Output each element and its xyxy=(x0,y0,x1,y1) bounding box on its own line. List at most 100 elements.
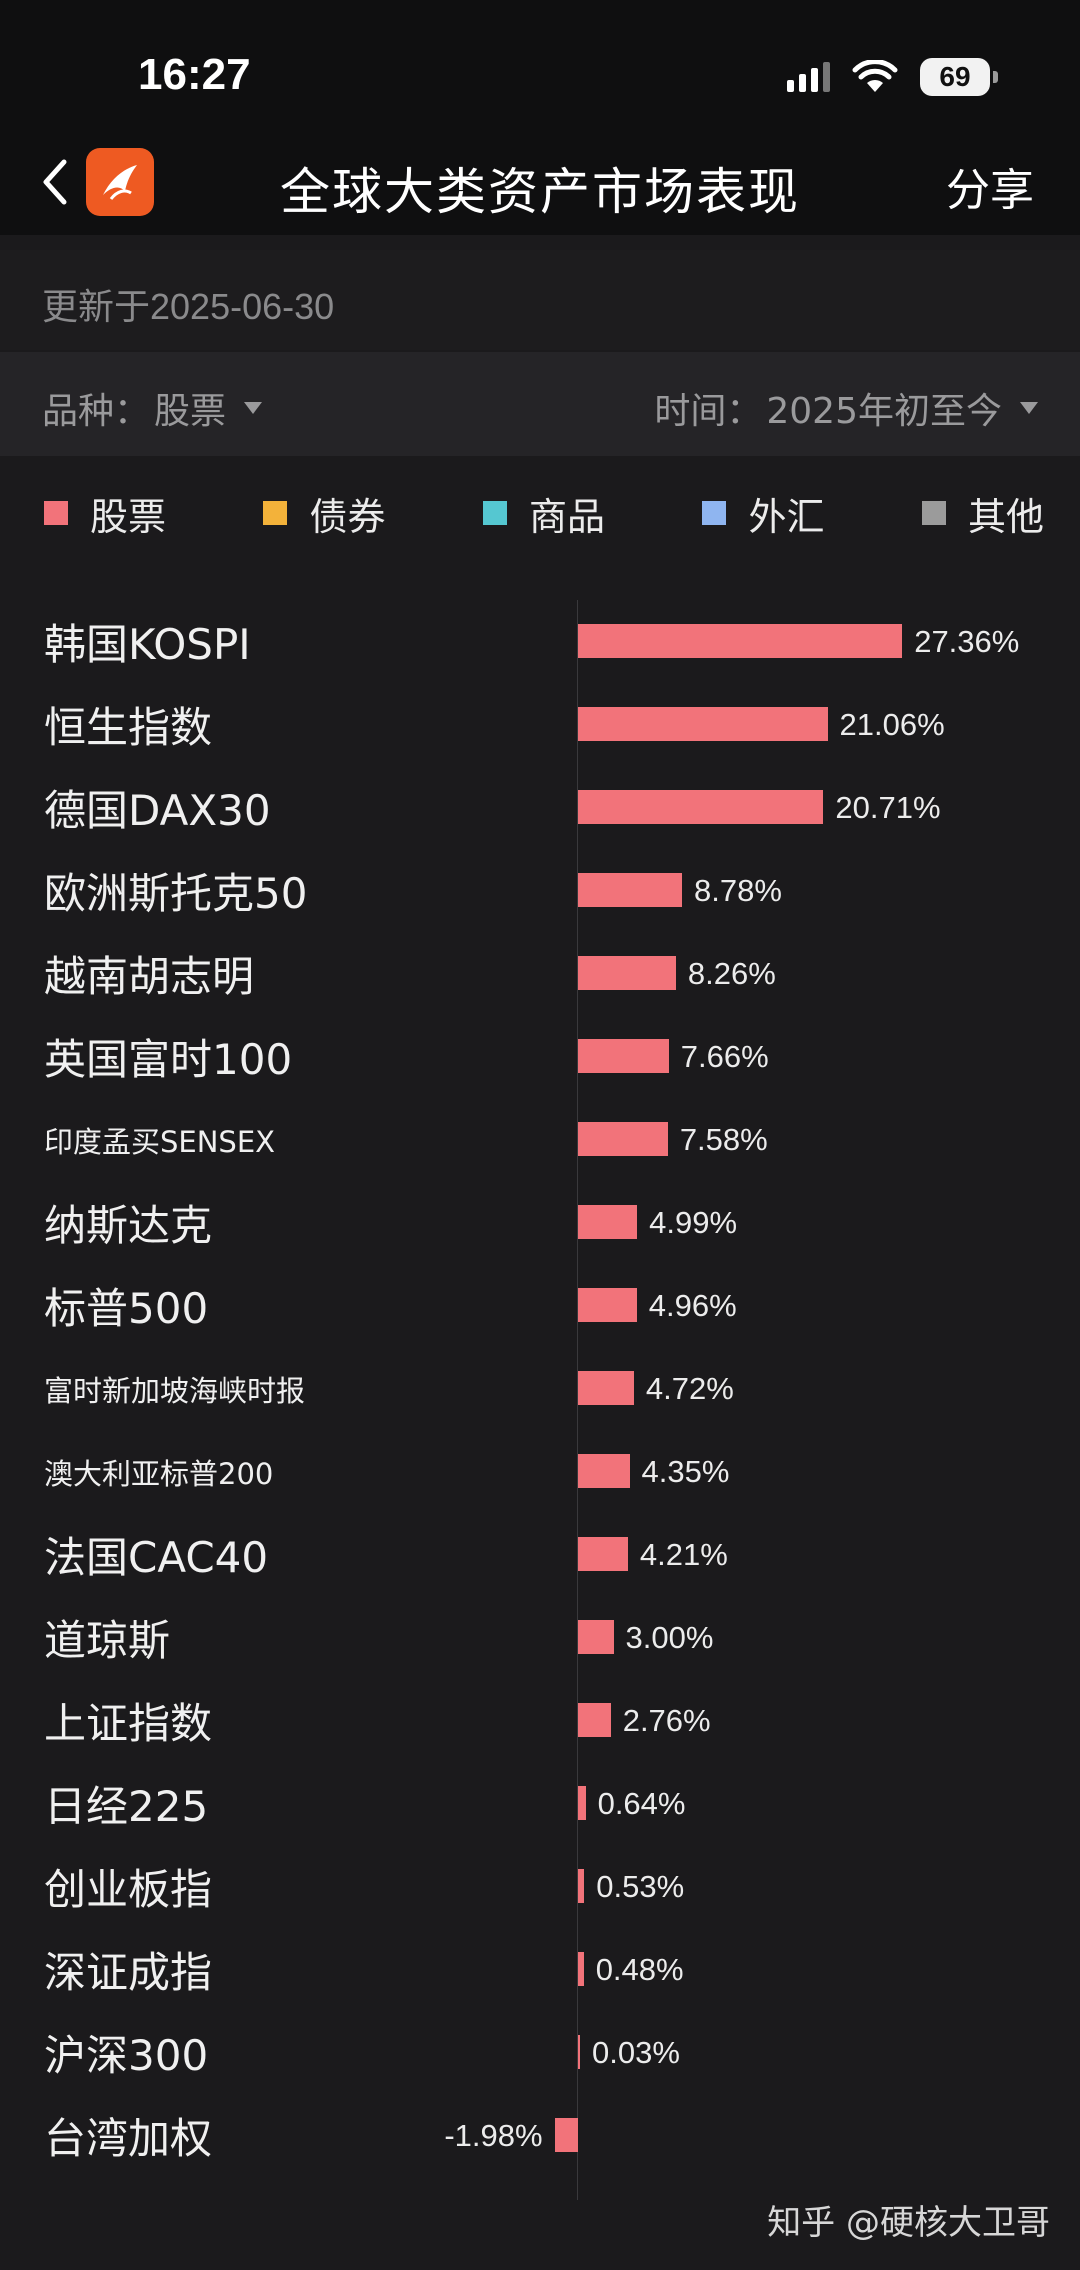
battery-icon: 69 xyxy=(920,58,990,96)
chart-row[interactable]: 印度孟买SENSEX 7.58% xyxy=(0,1098,1080,1181)
signal-icon xyxy=(787,62,830,92)
value-label: 8.26% xyxy=(688,932,776,1015)
bar xyxy=(578,1537,628,1571)
value-label: 4.99% xyxy=(649,1181,737,1264)
bar xyxy=(578,1039,669,1073)
update-date: 更新于2025-06-30 xyxy=(42,278,334,330)
bar xyxy=(578,790,823,824)
chart-row[interactable]: 台湾加权 -1.98% xyxy=(0,2094,1080,2177)
chart-row[interactable]: 深证成指 0.48% xyxy=(0,1928,1080,2011)
bar xyxy=(578,1703,611,1737)
value-label: -1.98% xyxy=(444,2094,542,2177)
category-label: 印度孟买SENSEX xyxy=(44,1098,275,1181)
variety-filter[interactable]: 品种： 股票 xyxy=(42,382,262,434)
legend-label: 股票 xyxy=(90,486,166,541)
bar xyxy=(578,1205,637,1239)
value-label: 4.72% xyxy=(646,1347,734,1430)
legend-label: 商品 xyxy=(529,486,605,541)
nav-bar: 全球大类资产市场表现 分享 xyxy=(0,130,1080,235)
category-label: 越南胡志明 xyxy=(44,932,254,1015)
value-label: 4.96% xyxy=(649,1264,737,1347)
value-label: 0.48% xyxy=(596,1928,684,2011)
time-label: 时间： xyxy=(654,382,762,434)
status-time: 16:27 xyxy=(138,50,251,100)
category-label: 日经225 xyxy=(44,1762,208,1845)
legend-item-other[interactable]: 其他 xyxy=(922,486,1044,541)
status-icons: 69 xyxy=(787,58,990,96)
legend-item-stock[interactable]: 股票 xyxy=(44,486,166,541)
chart-row[interactable]: 恒生指数 21.06% xyxy=(0,683,1080,766)
page-title: 全球大类资产市场表现 xyxy=(0,152,1080,224)
value-label: 21.06% xyxy=(840,683,945,766)
value-label: 0.64% xyxy=(598,1762,686,1845)
legend-label: 其他 xyxy=(968,486,1044,541)
share-button[interactable]: 分享 xyxy=(946,154,1034,218)
legend-item-commodity[interactable]: 商品 xyxy=(483,486,605,541)
chart-row[interactable]: 韩国KOSPI 27.36% xyxy=(0,600,1080,683)
variety-value: 股票 xyxy=(154,382,226,434)
chart-row[interactable]: 沪深300 0.03% xyxy=(0,2011,1080,2094)
value-label: 27.36% xyxy=(914,600,1019,683)
bar xyxy=(578,956,676,990)
chart-row[interactable]: 道琼斯 3.00% xyxy=(0,1596,1080,1679)
value-label: 7.58% xyxy=(680,1098,768,1181)
bar xyxy=(578,1786,586,1820)
bar xyxy=(578,873,682,907)
caret-down-icon xyxy=(1020,402,1038,414)
value-label: 8.78% xyxy=(694,849,782,932)
bar xyxy=(578,1454,630,1488)
filter-bar: 品种： 股票 时间： 2025年初至今 xyxy=(0,352,1080,456)
legend-label: 债券 xyxy=(309,486,385,541)
category-label: 韩国KOSPI xyxy=(44,600,251,683)
legend-label: 外汇 xyxy=(748,486,824,541)
watermark: 知乎 @硬核大卫哥 xyxy=(767,2195,1050,2244)
time-filter[interactable]: 时间： 2025年初至今 xyxy=(654,382,1038,434)
bar xyxy=(578,1869,584,1903)
chart-row[interactable]: 富时新加坡海峡时报 4.72% xyxy=(0,1347,1080,1430)
chart-row[interactable]: 澳大利亚标普200 4.35% xyxy=(0,1430,1080,1513)
category-label: 台湾加权 xyxy=(44,2094,212,2177)
value-label: 7.66% xyxy=(681,1015,769,1098)
category-label: 深证成指 xyxy=(44,1928,212,2011)
legend-swatch xyxy=(263,501,287,525)
legend-swatch xyxy=(922,501,946,525)
category-label: 恒生指数 xyxy=(44,683,212,766)
category-label: 澳大利亚标普200 xyxy=(44,1430,273,1513)
update-bar: 更新于2025-06-30 xyxy=(0,250,1080,350)
category-label: 德国DAX30 xyxy=(44,766,271,849)
bar xyxy=(578,1288,637,1322)
category-label: 欧洲斯托克50 xyxy=(44,849,307,932)
category-label: 法国CAC40 xyxy=(44,1513,268,1596)
chart-row[interactable]: 日经225 0.64% xyxy=(0,1762,1080,1845)
legend-swatch xyxy=(44,501,68,525)
legend-item-bond[interactable]: 债券 xyxy=(263,486,385,541)
value-label: 2.76% xyxy=(623,1679,711,1762)
chart-row[interactable]: 创业板指 0.53% xyxy=(0,1845,1080,1928)
chart-row[interactable]: 纳斯达克 4.99% xyxy=(0,1181,1080,1264)
value-label: 0.03% xyxy=(592,2011,680,2094)
bar xyxy=(578,707,828,741)
category-label: 上证指数 xyxy=(44,1679,212,1762)
legend: 股票 债券 商品 外汇 其他 xyxy=(44,478,1044,548)
category-label: 创业板指 xyxy=(44,1845,212,1928)
legend-item-forex[interactable]: 外汇 xyxy=(702,486,824,541)
chart-row[interactable]: 欧洲斯托克50 8.78% xyxy=(0,849,1080,932)
chart-row[interactable]: 英国富时100 7.66% xyxy=(0,1015,1080,1098)
value-label: 3.00% xyxy=(626,1596,714,1679)
chart-row[interactable]: 德国DAX30 20.71% xyxy=(0,766,1080,849)
chart-row[interactable]: 标普500 4.96% xyxy=(0,1264,1080,1347)
value-label: 0.53% xyxy=(596,1845,684,1928)
bar-chart: 韩国KOSPI 27.36% 恒生指数 21.06% 德国DAX30 20.71% 欧洲斯托… xyxy=(0,600,1080,2180)
category-label: 富时新加坡海峡时报 xyxy=(44,1347,305,1430)
chart-row[interactable]: 法国CAC40 4.21% xyxy=(0,1513,1080,1596)
bar xyxy=(555,2118,578,2152)
category-label: 沪深300 xyxy=(44,2011,208,2094)
bar xyxy=(578,1371,634,1405)
wifi-icon xyxy=(852,60,898,94)
caret-down-icon xyxy=(244,402,262,414)
legend-swatch xyxy=(702,501,726,525)
value-label: 20.71% xyxy=(835,766,940,849)
category-label: 道琼斯 xyxy=(44,1596,170,1679)
chart-row[interactable]: 上证指数 2.76% xyxy=(0,1679,1080,1762)
chart-row[interactable]: 越南胡志明 8.26% xyxy=(0,932,1080,1015)
